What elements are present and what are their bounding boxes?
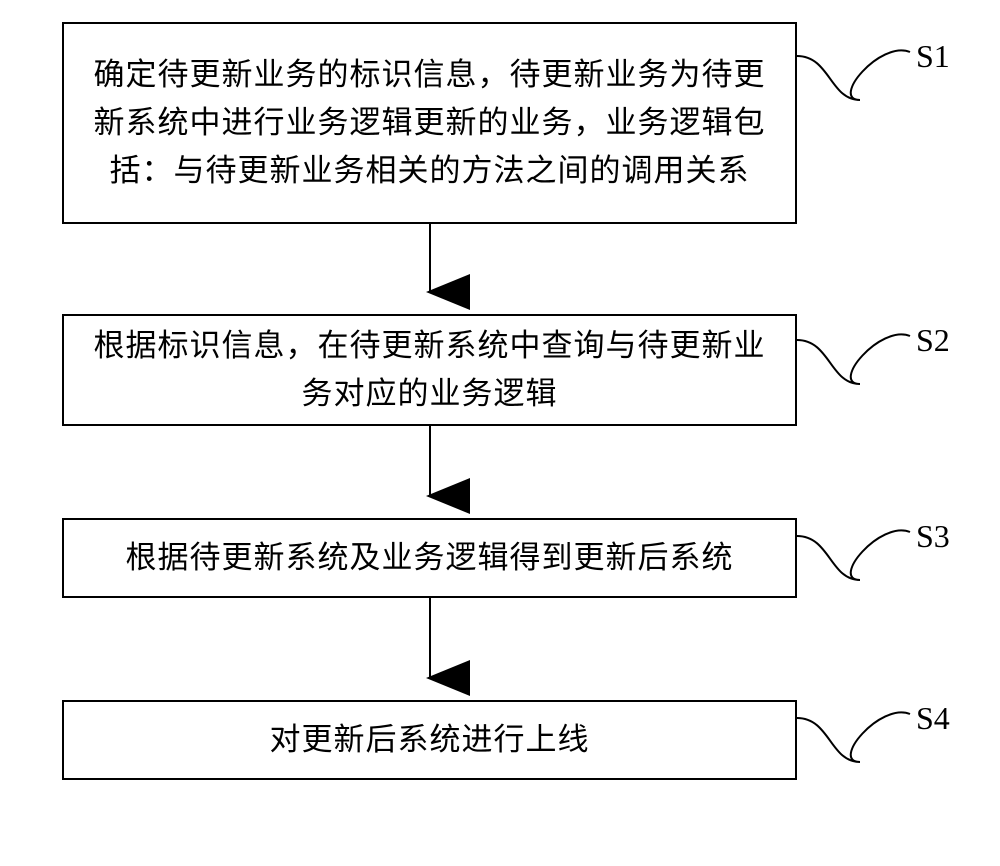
step-label-s1: S1: [916, 38, 950, 75]
flowchart-node-s3: 根据待更新系统及业务逻辑得到更新后系统: [62, 518, 797, 598]
connector-s2: [797, 334, 910, 384]
connector-s1: [797, 50, 910, 100]
flowchart-canvas: 确定待更新业务的标识信息，待更新业务为待更新系统中进行业务逻辑更新的业务，业务逻…: [0, 0, 1000, 866]
flowchart-node-s2: 根据标识信息，在待更新系统中查询与待更新业务对应的业务逻辑: [62, 314, 797, 426]
node-text: 对更新后系统进行上线: [88, 716, 771, 764]
connector-s3: [797, 530, 910, 580]
step-label-s2: S2: [916, 322, 950, 359]
node-text: 确定待更新业务的标识信息，待更新业务为待更新系统中进行业务逻辑更新的业务，业务逻…: [88, 51, 771, 195]
node-text: 根据待更新系统及业务逻辑得到更新后系统: [88, 534, 771, 582]
flowchart-node-s1: 确定待更新业务的标识信息，待更新业务为待更新系统中进行业务逻辑更新的业务，业务逻…: [62, 22, 797, 224]
flowchart-node-s4: 对更新后系统进行上线: [62, 700, 797, 780]
node-text: 根据标识信息，在待更新系统中查询与待更新业务对应的业务逻辑: [88, 322, 771, 418]
step-label-s4: S4: [916, 700, 950, 737]
step-label-s3: S3: [916, 518, 950, 555]
connector-s4: [797, 712, 910, 762]
